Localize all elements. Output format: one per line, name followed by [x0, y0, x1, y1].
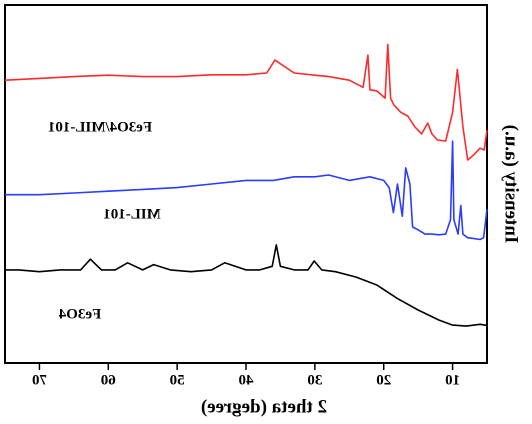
x-tick-label: 40	[239, 372, 254, 388]
x-tick-label: 70	[32, 372, 47, 388]
series-label: Fe3O4/MIL-101	[48, 119, 152, 135]
x-axis-title: 2 theta (degree)	[201, 396, 327, 417]
series-label: Fe3O4	[58, 306, 101, 322]
x-tick-label: 50	[170, 372, 185, 388]
x-tick-label: 60	[101, 372, 116, 388]
series-line	[5, 140, 488, 241]
series-line	[5, 244, 488, 327]
x-tick-label: 20	[376, 372, 391, 388]
plot-area: 2 theta (degree) Intensity (a.u.) 10 20 30…	[4, 4, 522, 417]
series-label: MIL-101	[103, 206, 161, 222]
x-tick-label: 30	[307, 372, 322, 388]
x-tick-label: 10	[445, 372, 460, 388]
series-line	[4, 43, 488, 161]
y-axis-title: Intensity (a.u.)	[501, 125, 522, 244]
